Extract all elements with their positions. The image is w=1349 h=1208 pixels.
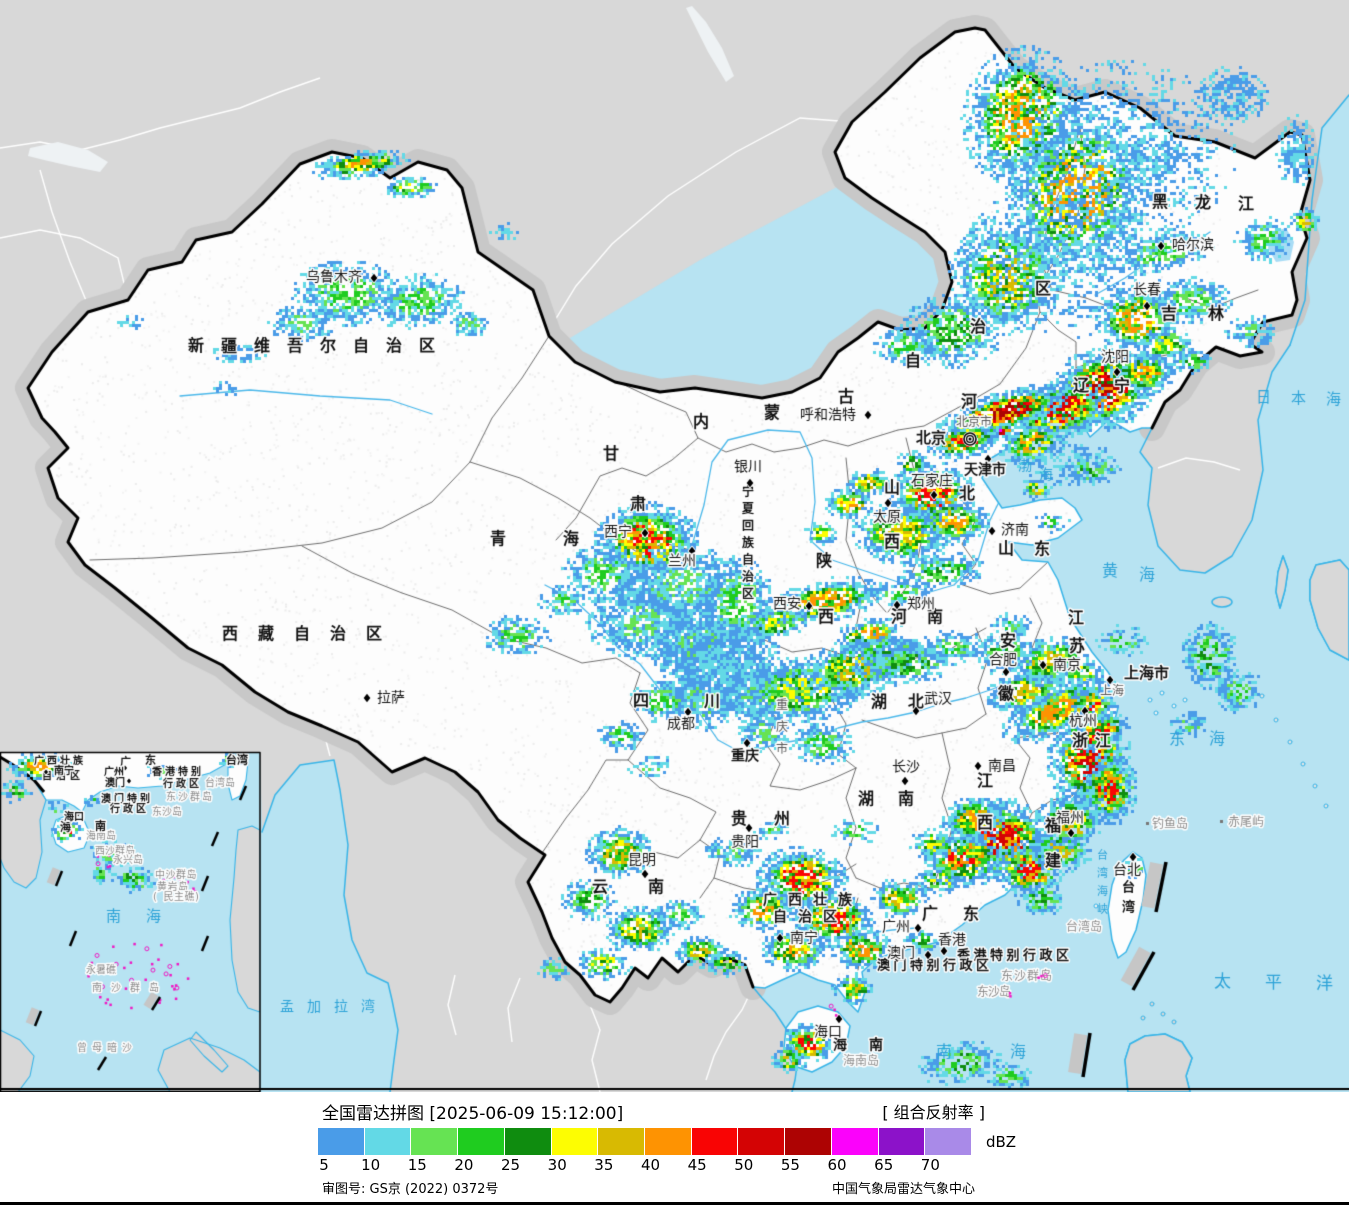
legend-tick-60: 60 [827, 1156, 847, 1174]
legend-unit: dBZ [986, 1133, 1017, 1151]
legend-segment-15 [411, 1128, 458, 1155]
legend-segment-30 [551, 1128, 598, 1155]
legend-tick-50: 50 [734, 1156, 754, 1174]
legend-tick-35: 35 [594, 1156, 614, 1174]
legend-colorbar [318, 1128, 972, 1155]
legend-tick-10: 10 [361, 1156, 381, 1174]
map-title: 全国雷达拼图 [2025-06-09 15:12:00] [322, 1104, 624, 1124]
legend-tick-15: 15 [407, 1156, 427, 1174]
license-number: 审图号: GS京 (2022) 0372号 [322, 1182, 499, 1197]
bottom-rule [0, 1202, 1349, 1205]
legend-tick-70: 70 [920, 1156, 940, 1174]
legend-segment-25 [504, 1128, 551, 1155]
legend-tick-5: 5 [319, 1156, 329, 1174]
credit-label: 中国气象局雷达气象中心 [831, 1182, 975, 1197]
legend-segment-40 [645, 1128, 691, 1155]
legend-segment-35 [598, 1128, 645, 1155]
radar-map-canvas [0, 0, 1349, 1092]
legend-tick-30: 30 [547, 1156, 567, 1174]
legend-segment-65 [878, 1128, 925, 1155]
legend-tick-20: 20 [454, 1156, 474, 1174]
legend-segment-55 [785, 1128, 831, 1155]
legend-segment-50 [738, 1128, 785, 1155]
legend-segment-70 [925, 1128, 972, 1155]
info-panel: 全国雷达拼图 [2025-06-09 15:12:00] [ 组合反射率 ] 5… [0, 1092, 1349, 1208]
legend-segment-5 [318, 1128, 364, 1155]
legend-tick-40: 40 [640, 1156, 661, 1174]
legend-segment-60 [831, 1128, 878, 1155]
legend-segment-20 [458, 1128, 504, 1155]
product-label: [ 组合反射率 ] [882, 1103, 985, 1122]
legend-tick-25: 25 [501, 1156, 521, 1174]
legend-tick-45: 45 [687, 1156, 707, 1174]
legend-tick-55: 55 [780, 1156, 800, 1174]
legend-segment-45 [691, 1128, 738, 1155]
legend-segment-10 [364, 1128, 411, 1155]
legend-tick-65: 65 [874, 1156, 894, 1174]
